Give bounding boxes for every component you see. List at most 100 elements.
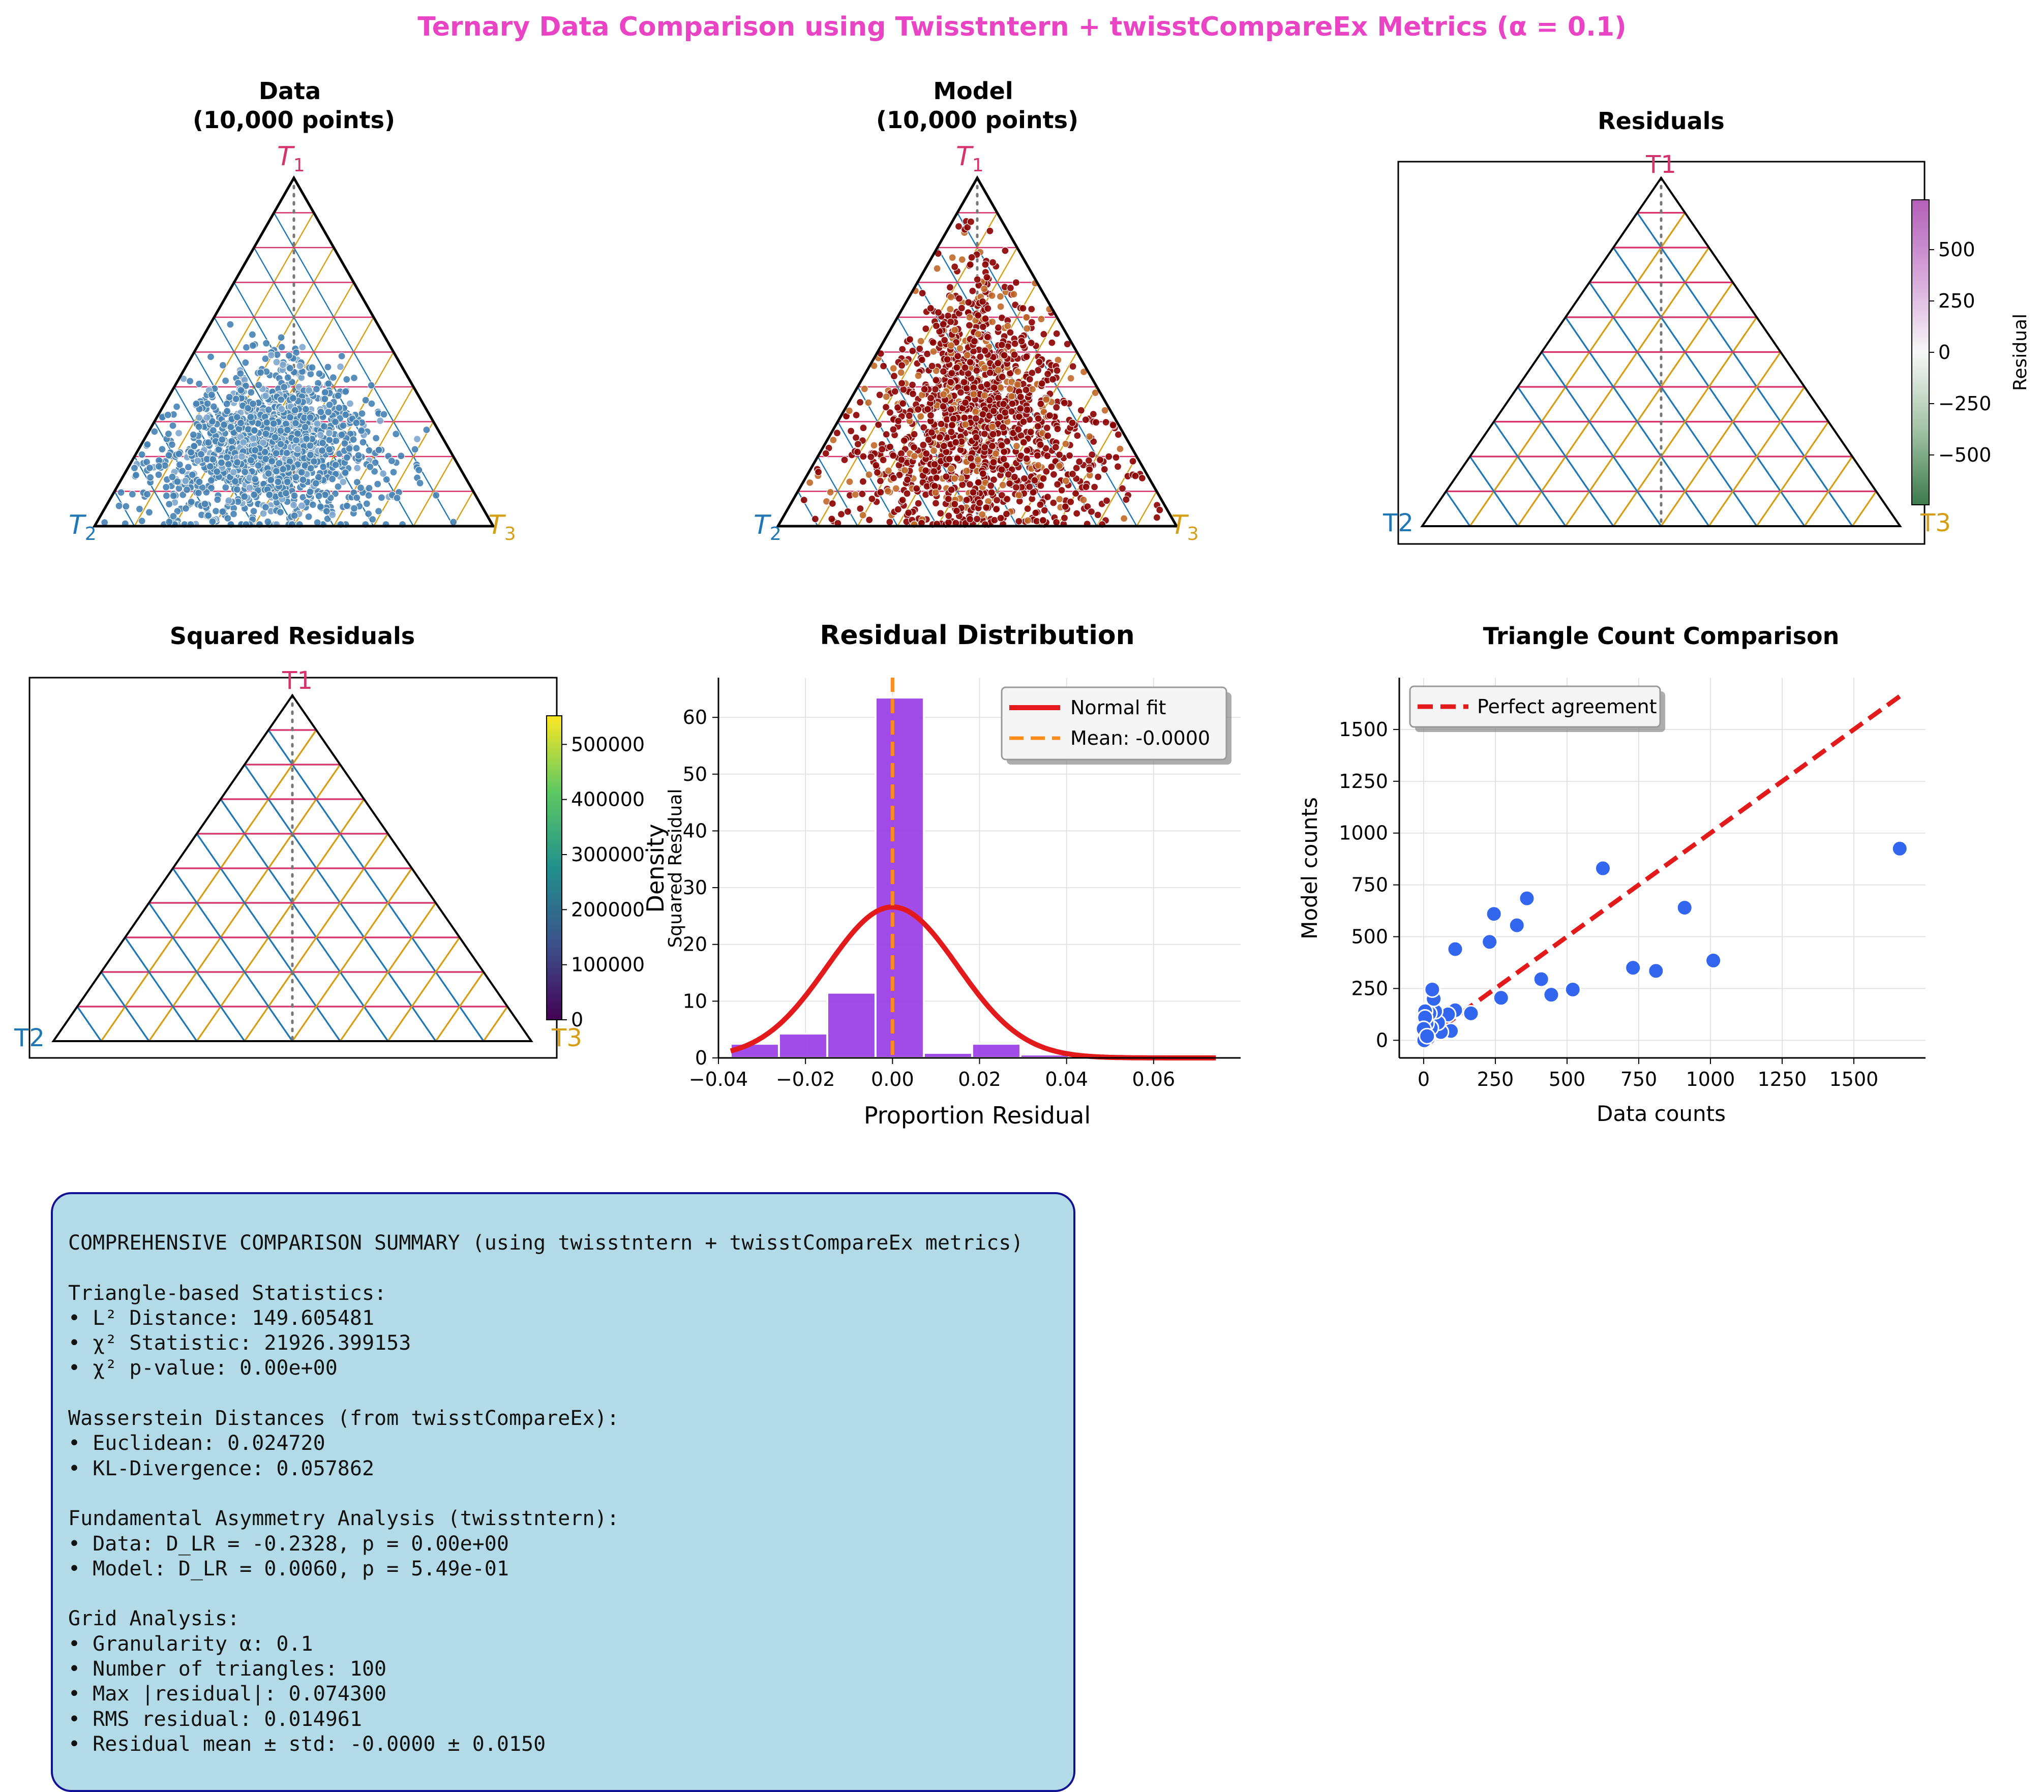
ternary-point — [875, 420, 883, 429]
ternary-point — [143, 440, 152, 449]
squared-t3-label: T3 — [551, 1024, 582, 1052]
ternary-point — [1005, 479, 1014, 488]
ternary-point — [973, 515, 981, 523]
ternary-point — [299, 476, 307, 484]
ternary-point — [1043, 452, 1051, 460]
ternary-point — [833, 429, 841, 437]
ternary-point — [183, 485, 191, 494]
ternary-point — [282, 489, 290, 497]
ternary-point — [138, 450, 146, 459]
ternary-point — [1082, 483, 1090, 491]
ternary-point — [318, 446, 326, 455]
squared-t2-label: T2 — [14, 1024, 45, 1052]
ternary-point — [345, 444, 353, 452]
ternary-point — [274, 478, 282, 486]
ternary-point — [1043, 493, 1051, 501]
ternary-point — [122, 502, 130, 510]
ternary-point — [988, 318, 997, 326]
ternary-point — [1138, 474, 1146, 482]
ternary-point — [296, 362, 304, 370]
ternary-point — [897, 379, 906, 387]
y-tick-label: 250 — [1351, 977, 1388, 999]
ternary-point — [1016, 393, 1025, 401]
ternary-point — [993, 496, 1001, 504]
ternary-point — [135, 505, 143, 513]
ternary-point — [978, 297, 987, 306]
ternary-point — [892, 484, 900, 493]
ternary-point — [1056, 495, 1064, 503]
ternary-point — [1006, 328, 1014, 337]
ternary-point — [241, 493, 249, 501]
ternary-point — [947, 378, 955, 386]
legend-normal-fit: Normal fit — [1070, 696, 1166, 719]
ternary-point — [1085, 457, 1093, 465]
ternary-point — [175, 450, 183, 458]
ternary-point — [290, 492, 298, 500]
ternary-point — [811, 515, 820, 523]
ternary-point — [996, 413, 1004, 421]
ternary-point — [898, 496, 907, 504]
ternary-point — [937, 420, 945, 428]
grid-line-t3 — [1565, 282, 1734, 527]
ternary-point — [223, 407, 231, 415]
ternary-point — [173, 477, 182, 485]
ternary-point — [291, 406, 299, 414]
ternary-point — [851, 491, 860, 499]
ternary-point — [1015, 491, 1023, 499]
ternary-point — [947, 293, 955, 301]
ternary-point — [1103, 497, 1111, 505]
ternary-point — [184, 463, 192, 471]
ternary-point — [906, 336, 914, 344]
ternary-point — [886, 408, 894, 417]
ternary-point — [966, 515, 974, 523]
ternary-point — [1081, 415, 1090, 424]
summary-line: • Max |residual|: 0.074300 — [68, 1682, 387, 1706]
ternary-point — [998, 373, 1006, 381]
ternary-point — [980, 364, 989, 372]
ternary-point — [947, 342, 955, 350]
ternary-point — [949, 415, 957, 423]
colorbar-tick-label: 400000 — [571, 788, 645, 811]
count-point — [1676, 899, 1693, 916]
ternary-point — [365, 491, 373, 500]
grid-line-t2 — [273, 212, 454, 527]
ternary-point — [1069, 362, 1077, 371]
y-tick-label: 10 — [683, 990, 707, 1012]
y-tick-label: 1000 — [1339, 822, 1388, 844]
ternary-point — [286, 413, 294, 421]
count-point — [1543, 986, 1560, 1004]
ternary-point — [878, 445, 886, 453]
ternary-point — [981, 443, 989, 451]
grid-line-t2 — [124, 937, 198, 1042]
ternary-point — [413, 435, 422, 443]
ternary-point — [248, 330, 256, 339]
ternary-point — [870, 441, 878, 449]
ternary-point — [1094, 511, 1102, 519]
ternary-point — [1049, 499, 1058, 507]
ternary-point — [1044, 432, 1052, 440]
grid-line-t3 — [196, 799, 365, 1042]
ternary-point — [979, 470, 987, 478]
ternary-point — [272, 449, 280, 458]
ternary-point — [272, 467, 281, 475]
ternary-point — [231, 477, 239, 485]
ternary-point — [920, 385, 928, 393]
ternary-point — [963, 467, 971, 475]
ternary-point — [1075, 458, 1084, 466]
ternary-point — [894, 417, 903, 425]
count-point — [1564, 981, 1581, 998]
residuals-colorbar — [1911, 199, 1930, 505]
ternary-point — [1102, 418, 1110, 427]
summary-line: Grid Analysis: — [68, 1607, 240, 1631]
ternary-point — [319, 463, 327, 471]
ternary-point — [195, 422, 203, 431]
ternary-point — [1090, 437, 1098, 446]
ternary-point — [1022, 313, 1031, 321]
ternary-point — [963, 496, 971, 504]
histogram-bar — [874, 696, 925, 1059]
ternary-point — [1028, 318, 1036, 326]
ternary-point — [1039, 516, 1047, 525]
grid-line-t2 — [134, 456, 175, 527]
ternary-point — [226, 320, 234, 328]
ternary-point — [964, 370, 972, 378]
